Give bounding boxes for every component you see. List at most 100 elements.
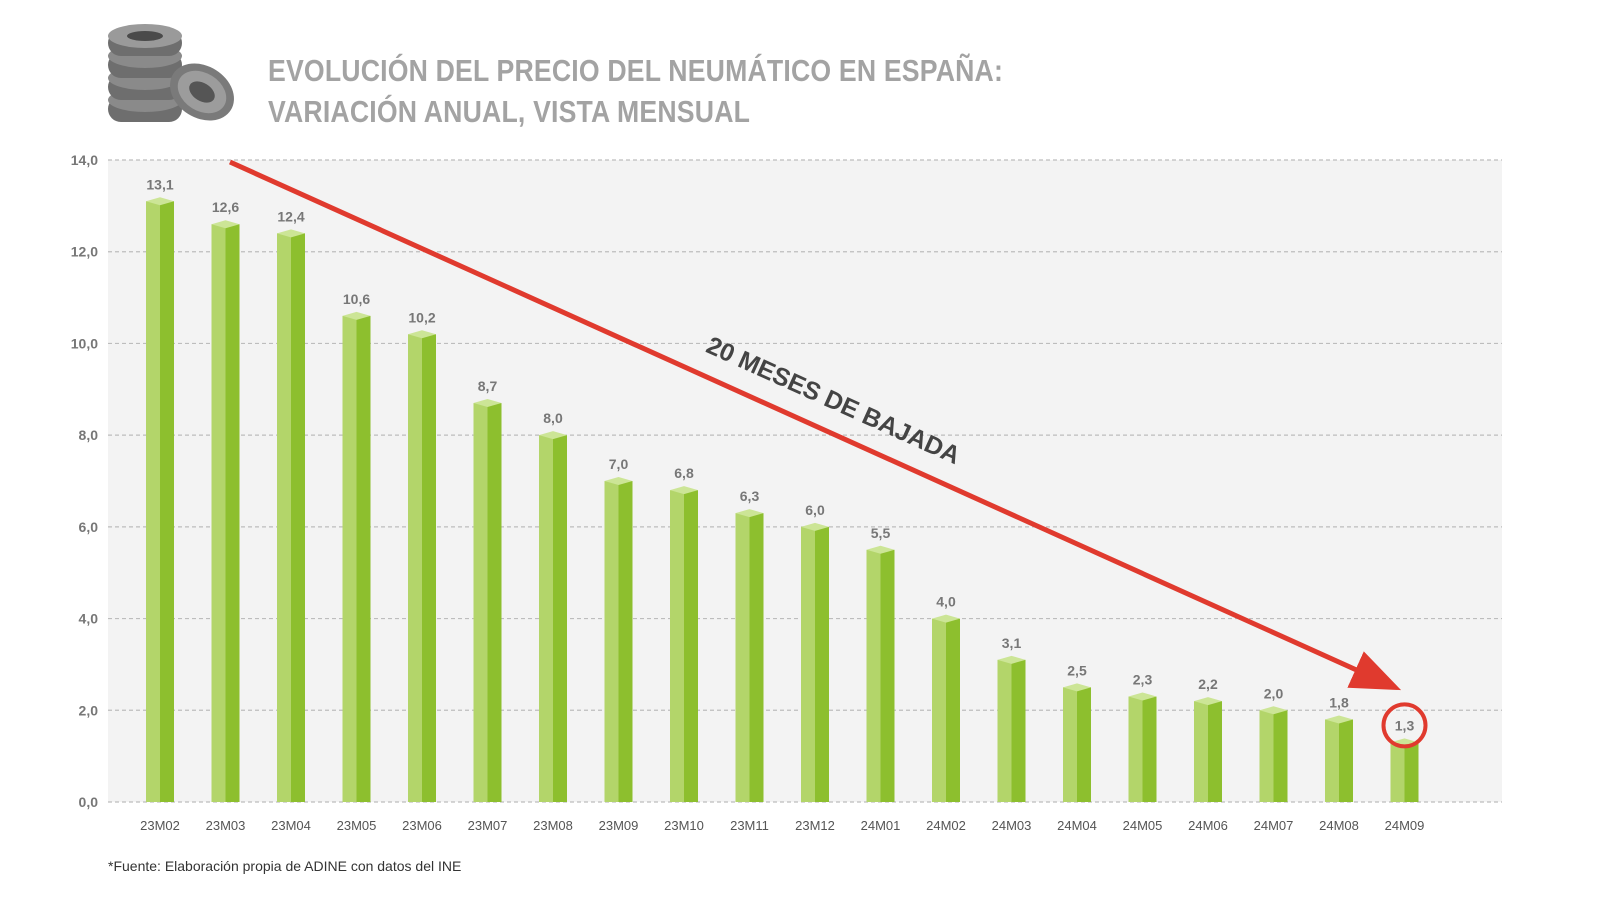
bar (408, 330, 436, 802)
x-tick-label: 23M10 (664, 818, 704, 833)
bar-front (880, 549, 895, 802)
trend-arrow (228, 159, 1402, 691)
bar (539, 431, 567, 802)
bar-front (1339, 719, 1353, 802)
bar-side (801, 526, 815, 802)
y-tick-label: 8,0 (79, 427, 99, 443)
data-label: 12,4 (277, 208, 304, 224)
bar-top (277, 229, 305, 238)
bar-front (356, 315, 371, 802)
x-tick-label: 23M11 (730, 818, 769, 833)
bar-side (146, 201, 160, 802)
x-tick-label: 23M04 (271, 818, 311, 833)
bar-side (604, 481, 619, 802)
bars (146, 197, 1419, 802)
data-label: 2,5 (1067, 662, 1087, 678)
bar-side (211, 224, 226, 802)
x-tick-label: 23M07 (468, 818, 508, 833)
tire-stack-icon (108, 24, 234, 122)
source-footnote: *Fuente: Elaboración propia de ADINE con… (108, 858, 462, 874)
bar-front (1077, 687, 1091, 802)
bar-front (684, 490, 698, 802)
bar-top (342, 311, 371, 320)
bar-side (997, 659, 1012, 802)
bar (277, 229, 305, 802)
bar-front (553, 435, 567, 802)
bar (342, 311, 371, 802)
bar-side (342, 315, 357, 802)
x-tick-label: 23M02 (140, 818, 180, 833)
bar (1194, 697, 1222, 802)
x-tick-label: 24M03 (992, 818, 1032, 833)
data-label: 1,8 (1329, 694, 1349, 710)
y-tick-label: 2,0 (79, 702, 99, 718)
bar-front (946, 618, 960, 802)
bar-side (1128, 696, 1143, 802)
y-tick-label: 10,0 (71, 335, 98, 351)
bar (932, 614, 960, 802)
bar-top (1194, 697, 1222, 706)
x-tick-label: 23M03 (206, 818, 246, 833)
bar-top (932, 614, 960, 623)
bar-top (1259, 706, 1288, 715)
bar (997, 655, 1026, 802)
y-tick-label: 6,0 (79, 519, 99, 535)
data-label: 2,2 (1198, 676, 1218, 692)
bar-front (1142, 696, 1157, 802)
data-label: 4,0 (936, 594, 956, 610)
bar-side (1063, 687, 1077, 802)
bar-side (1259, 710, 1274, 802)
bar-top (997, 655, 1026, 664)
data-label: 2,3 (1133, 672, 1153, 688)
x-tick-label: 24M04 (1057, 818, 1097, 833)
bar-front (487, 403, 502, 802)
bar-top (473, 399, 502, 408)
data-label: 12,6 (212, 199, 239, 215)
bar-side (1390, 742, 1405, 802)
bar (1259, 706, 1288, 802)
bar-side (277, 233, 291, 802)
bar-front (749, 513, 764, 802)
data-label: 6,3 (740, 488, 760, 504)
data-label: 5,5 (871, 525, 891, 541)
x-tick-label: 24M01 (861, 818, 901, 833)
bar-top (1063, 683, 1091, 692)
bar-top (539, 431, 567, 440)
y-tick-label: 12,0 (71, 244, 98, 260)
highlight-circle (1381, 702, 1428, 749)
data-label: 2,0 (1264, 685, 1284, 701)
x-tick-label: 23M05 (337, 818, 377, 833)
x-tick-label: 23M09 (599, 818, 639, 833)
bar-front (291, 233, 305, 802)
data-labels: 13,1 12,6 12,4 10,6 10,2 8,7 8,0 7,0 6,8 6,3 6,0 5,… (146, 176, 1414, 733)
bar-side (670, 490, 684, 802)
data-label: 6,8 (674, 465, 694, 481)
x-axis-ticks: 23M02 23M03 23M04 23M05 23M06 23M07 23M08 23M09… (140, 818, 1424, 833)
bar (1128, 692, 1157, 802)
data-label: 3,1 (1002, 635, 1022, 651)
x-tick-label: 24M05 (1123, 818, 1163, 833)
data-label: 8,0 (543, 410, 563, 426)
data-label: 10,6 (343, 291, 370, 307)
data-label: 1,3 (1395, 717, 1415, 733)
bar-front (422, 334, 436, 802)
bar-front (1404, 742, 1419, 802)
y-tick-label: 0,0 (79, 794, 99, 810)
bar (473, 399, 502, 802)
bar-side (539, 435, 553, 802)
bar-front (815, 526, 829, 802)
bar-side (932, 618, 946, 802)
bar (604, 477, 633, 802)
data-label: 10,2 (408, 309, 435, 325)
bar-side (866, 549, 881, 802)
data-label: 6,0 (805, 502, 825, 518)
bar-side (408, 334, 422, 802)
bar (1325, 715, 1353, 802)
bar (670, 486, 698, 802)
data-label: 13,1 (146, 176, 173, 192)
x-tick-label: 23M08 (533, 818, 573, 833)
bar-top (604, 477, 633, 485)
chart-title-line-2: VARIACIÓN ANUAL, VISTA MENSUAL (268, 94, 751, 129)
x-tick-label: 23M12 (795, 818, 835, 833)
